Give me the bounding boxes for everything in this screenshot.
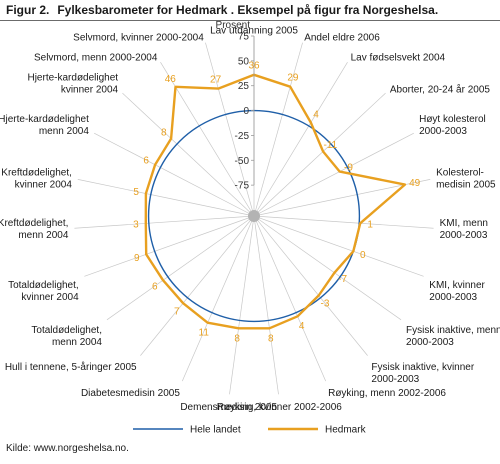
- category-label-21: Hjerte-kardødelighet kvinner 2004: [27, 73, 118, 96]
- category-label-23: Selvmord, kvinner 2000-2004: [73, 32, 204, 43]
- category-label-22: Selvmord, menn 2000-2004: [34, 53, 158, 64]
- spoke-8: [253, 215, 424, 277]
- spoke-3: [253, 62, 348, 217]
- spoke-5: [253, 132, 414, 217]
- center-marker: [248, 210, 260, 222]
- value-label-20: 6: [143, 156, 149, 167]
- category-label-7: KMI, menn 2000-2003: [440, 218, 488, 241]
- category-label-17: Totaldødelighet, kvinner 2004: [8, 280, 79, 303]
- figure-number: Figur 2.: [6, 3, 50, 17]
- spoke-12: [253, 215, 279, 395]
- spoke-4: [253, 92, 386, 217]
- category-label-5: Høyt kolesterol 2000-2003: [419, 114, 486, 137]
- title-divider: [0, 20, 500, 21]
- spoke-10: [253, 215, 368, 356]
- value-label-19: 5: [133, 187, 139, 198]
- value-label-5: -9: [344, 163, 353, 174]
- category-label-2: Andel eldre 2006: [304, 32, 380, 43]
- tick-label-1: 75: [238, 32, 250, 43]
- tick-label-3: 25: [238, 81, 250, 92]
- value-label-7: 1: [367, 219, 373, 230]
- category-label-13: Demensmedisin 2005: [180, 402, 277, 413]
- value-label-14: 11: [199, 327, 210, 338]
- category-label-3: Lav fødselsvekt 2004: [351, 53, 446, 64]
- value-label-4: -11: [324, 140, 338, 151]
- value-label-10: -3: [321, 299, 330, 310]
- spoke-15: [140, 215, 255, 356]
- spoke-21: [122, 92, 255, 217]
- value-label-22: 46: [165, 74, 177, 85]
- category-label-14: Diabetesmedisin 2005: [81, 388, 180, 399]
- value-label-6: 49: [409, 178, 421, 189]
- category-label-10: Fysisk inaktive, kvinner 2000-2003: [371, 362, 474, 385]
- value-label-11: 4: [299, 321, 305, 332]
- spoke-6: [253, 179, 431, 217]
- tick-label-5: -25: [235, 131, 250, 142]
- value-label-15: 7: [174, 306, 180, 317]
- spoke-18: [74, 215, 255, 229]
- spoke-23: [205, 42, 255, 217]
- tick-label-7: -75: [235, 181, 250, 192]
- legend: Hele landet Hedmark: [133, 425, 367, 436]
- axis-title: Prosent: [216, 20, 251, 31]
- legend-label-hedmark: Hedmark: [325, 425, 367, 436]
- category-label-9: Fysisk inaktive, menn 2000-2003: [406, 325, 500, 348]
- value-label-9: -7: [338, 274, 347, 285]
- category-label-18: Kreftdødelighet, menn 2004: [0, 218, 69, 241]
- spoke-13: [229, 215, 255, 395]
- value-label-12: 8: [268, 334, 274, 345]
- value-label-8: 0: [360, 250, 366, 261]
- category-label-20: Hjerte-kardødelighet menn 2004: [0, 114, 89, 137]
- value-label-13: 8: [234, 334, 240, 345]
- radial-tick-labels: 75 50 25 0 -25 -50 -75 Prosent: [216, 20, 255, 192]
- category-labels: Lav utdanning 2005 Andel eldre 2006 Lav fø…: [0, 26, 500, 413]
- value-labels: 36 29 4 -11 -9 49 1 0 -7 -3 4 8 8 11 7 6 9 3 5 6 8 46 27: [133, 60, 421, 344]
- tick-label-6: -50: [235, 156, 250, 167]
- category-label-8: KMI, kvinner 2000-2003: [429, 280, 485, 303]
- category-label-12: Røyking, kvinner 2002-2006: [217, 402, 343, 413]
- spoke-14: [181, 215, 255, 382]
- value-label-23: 27: [210, 75, 222, 86]
- category-label-11: Røyking, menn 2002-2006: [328, 388, 446, 399]
- radar-spokes: [74, 36, 434, 395]
- spoke-2: [253, 42, 303, 217]
- category-label-6: Kolesterol-medisin 2005: [436, 168, 496, 191]
- spoke-7: [253, 215, 434, 229]
- spoke-17: [84, 215, 255, 277]
- category-label-4: Aborter, 20-24 år 2005: [390, 84, 491, 96]
- tick-label-2: 50: [238, 56, 250, 67]
- spoke-19: [77, 179, 255, 217]
- value-label-21: 8: [161, 127, 167, 138]
- category-label-16: Totaldødelighet, menn 2004: [31, 325, 102, 348]
- value-label-1: 36: [248, 60, 260, 71]
- spoke-9: [253, 215, 402, 321]
- spoke-16: [106, 215, 255, 321]
- value-label-17: 9: [134, 253, 140, 264]
- category-label-19: Kreftdødelighet, kvinner 2004: [1, 168, 72, 191]
- tick-label-4: 0: [243, 106, 249, 117]
- spoke-11: [253, 215, 327, 382]
- series-hedmark: [144, 73, 407, 330]
- value-label-18: 3: [133, 220, 139, 231]
- value-label-3: 4: [313, 110, 319, 121]
- figure-title-text: Fylkesbarometer for Hedmark . Eksempel p…: [57, 3, 439, 17]
- figure-title: Figur 2. Fylkesbarometer for Hedmark . Ek…: [6, 3, 438, 17]
- source-note: Kilde: www.norgeshelsa.no.: [6, 443, 129, 454]
- spoke-20: [94, 132, 255, 217]
- value-label-2: 29: [287, 73, 299, 84]
- legend-label-hele-landet: Hele landet: [190, 425, 241, 436]
- category-label-1: Lav utdanning 2005: [210, 26, 298, 37]
- category-label-15: Hull i tennene, 5-åringer 2005: [5, 361, 137, 373]
- value-label-16: 6: [152, 282, 158, 293]
